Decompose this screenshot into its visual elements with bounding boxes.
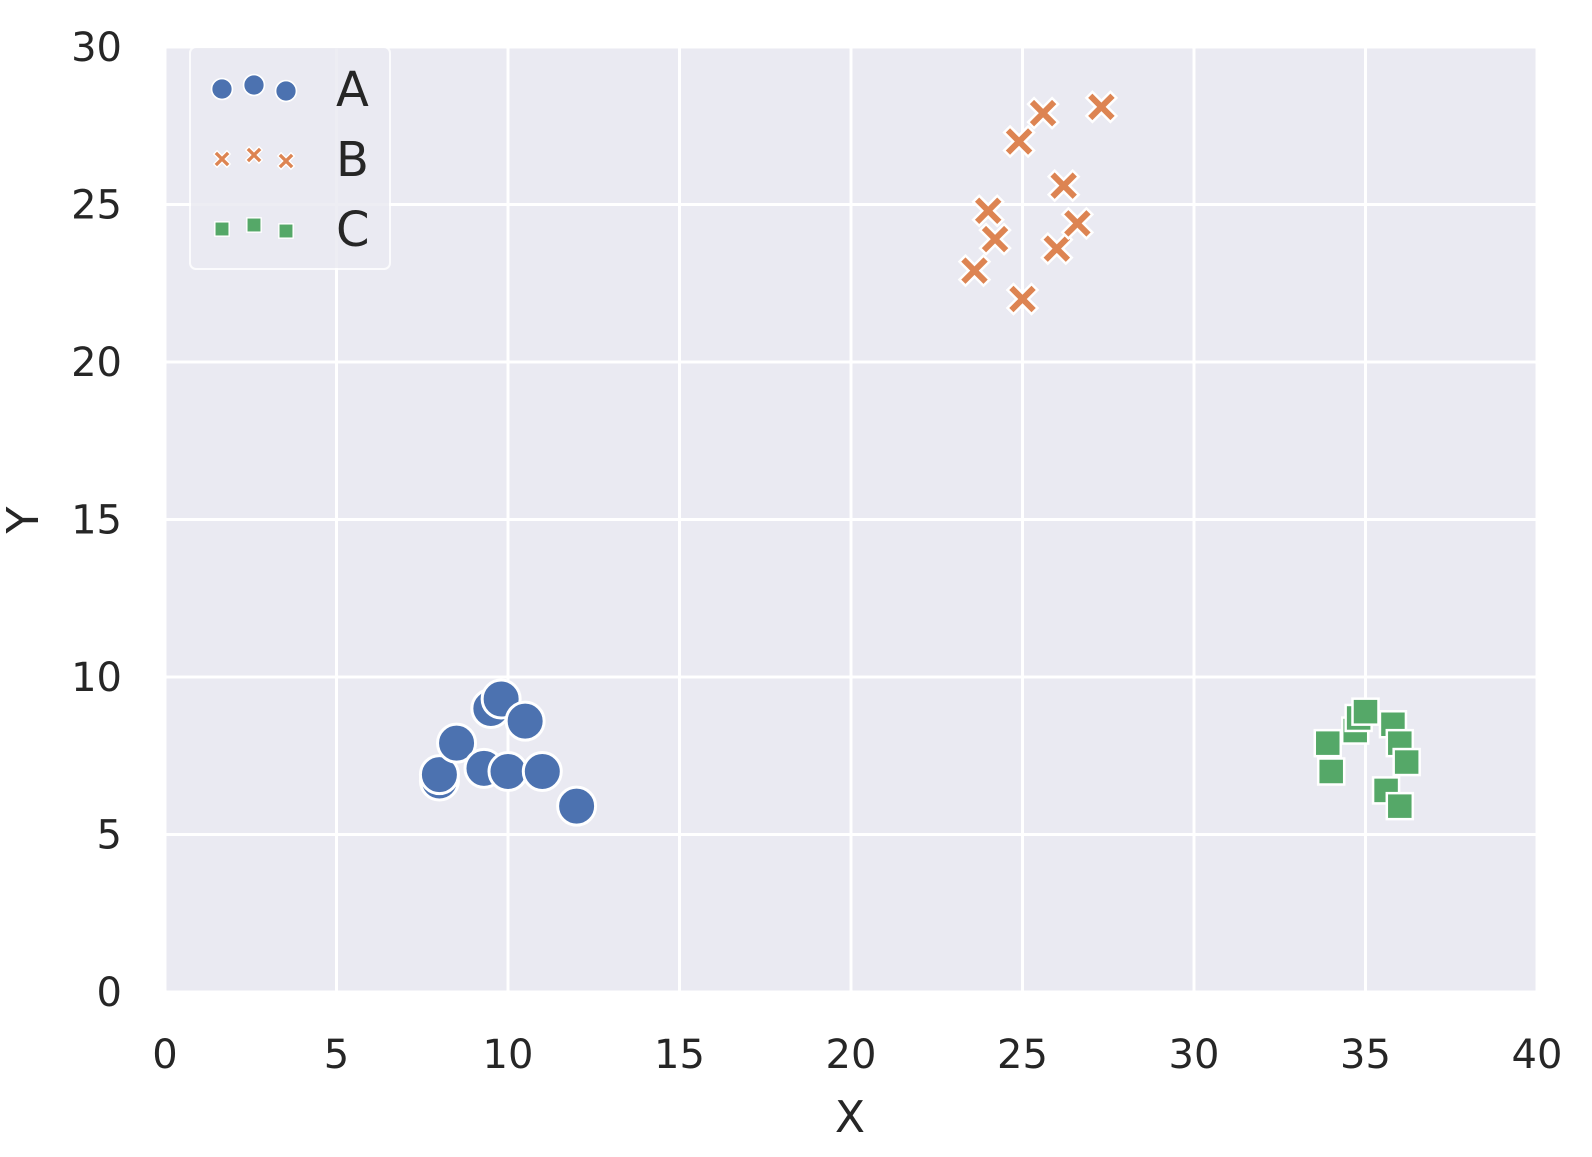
data-point	[1385, 791, 1415, 821]
legend-marker	[212, 149, 232, 169]
y-tick-label: 10	[71, 655, 122, 701]
legend: ABC	[189, 46, 391, 270]
legend-entry-c: C	[214, 202, 370, 258]
x-tick-labels: 0 5 10 15 20 25 30 35 40	[152, 1032, 1562, 1078]
series-a	[418, 678, 598, 827]
data-point	[436, 722, 478, 764]
data-points	[418, 90, 1421, 827]
x-tick-label: 30	[1169, 1032, 1220, 1078]
legend-label: A	[336, 62, 369, 118]
y-tick-label: 20	[71, 340, 122, 386]
series-b	[957, 90, 1119, 316]
data-point	[556, 785, 598, 827]
legend-marker	[214, 221, 230, 237]
data-point	[1351, 697, 1380, 726]
data-point	[1040, 231, 1074, 266]
legend-marker	[242, 73, 266, 97]
series-c	[1313, 697, 1421, 821]
x-tick-label: 40	[1512, 1032, 1563, 1078]
y-tick-labels: 0 5 10 15 20 25 30	[71, 25, 122, 1016]
legend-marker	[278, 223, 294, 239]
x-tick-label: 15	[654, 1032, 705, 1078]
x-tick-label: 20	[826, 1032, 877, 1078]
x-tick-label: 35	[1340, 1032, 1391, 1078]
legend-entry-b: B	[212, 132, 369, 188]
legend-label: C	[336, 202, 370, 258]
y-tick-label: 30	[71, 25, 122, 71]
x-tick-label: 25	[997, 1032, 1048, 1078]
grid-lines	[163, 45, 1539, 994]
x-axis-label: X	[835, 1092, 865, 1143]
data-point	[521, 751, 563, 792]
y-tick-label: 5	[97, 813, 122, 859]
y-tick-label: 0	[97, 970, 122, 1016]
data-point	[978, 222, 1012, 256]
data-point	[1026, 96, 1060, 130]
data-point	[1316, 757, 1346, 786]
legend-marker	[244, 145, 264, 165]
data-point	[1084, 90, 1119, 124]
legend-label: B	[336, 132, 369, 188]
data-point	[1002, 124, 1036, 159]
legend-marker	[276, 151, 296, 171]
data-point	[1005, 282, 1040, 316]
data-point	[971, 194, 1005, 228]
data-point	[487, 751, 529, 792]
x-tick-label: 5	[324, 1032, 349, 1078]
legend-marker	[274, 79, 298, 103]
data-point	[1046, 168, 1081, 203]
legend-marker	[246, 217, 262, 233]
y-tick-label: 15	[71, 498, 122, 544]
data-point	[1313, 728, 1343, 758]
x-tick-label: 10	[483, 1032, 534, 1078]
legend-marker	[210, 77, 234, 101]
data-point	[957, 253, 992, 288]
data-point	[1392, 747, 1421, 777]
x-tick-label: 0	[152, 1032, 177, 1078]
data-point	[504, 700, 546, 742]
data-point	[1060, 206, 1095, 241]
data-point	[418, 754, 460, 796]
y-axis-label: Y	[0, 506, 49, 534]
legend-entry-a: A	[210, 62, 369, 118]
y-tick-label: 25	[71, 183, 122, 229]
